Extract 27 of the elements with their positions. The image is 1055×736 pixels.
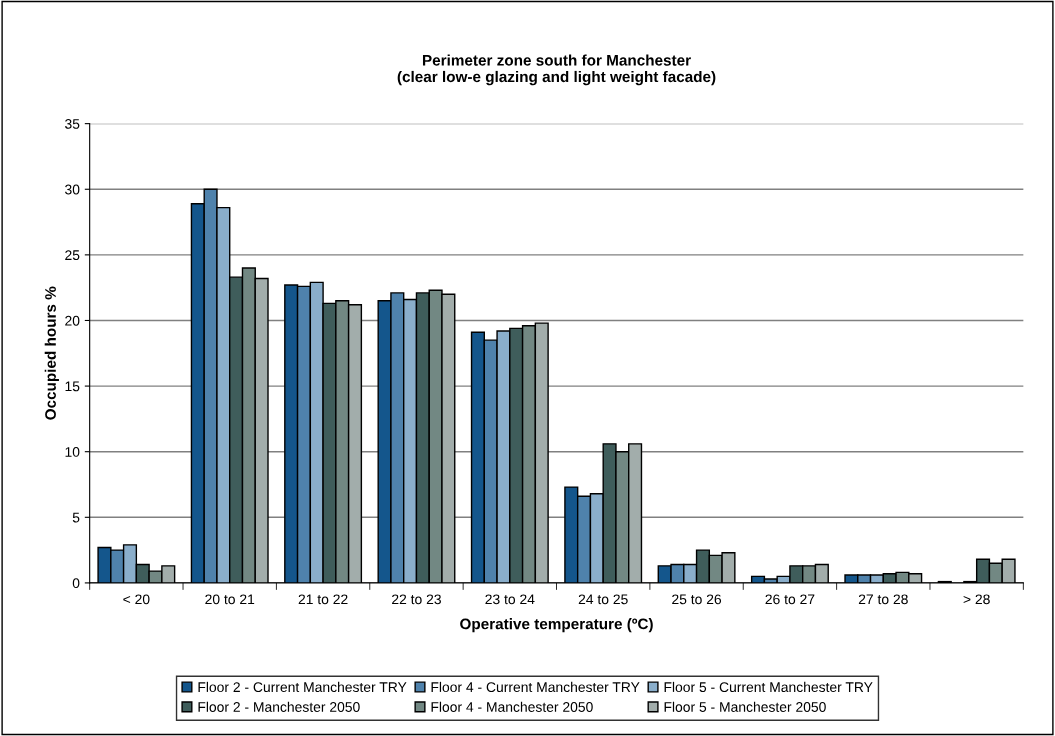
x-tick-label: > 28 xyxy=(963,594,990,605)
x-tick-label: 21 to 22 xyxy=(298,594,348,605)
x-tick-label: 22 to 23 xyxy=(392,594,441,605)
legend-label: Floor 5 - Current Manchester TRY xyxy=(664,681,873,693)
chart-title: Perimeter zone south for Manchester (clear low-e glazing and light weight facade) xyxy=(397,54,716,86)
y-tick-label: 10 xyxy=(65,447,80,457)
x-tick-label: 20 to 21 xyxy=(205,594,255,605)
x-axis-title: Operative temperature (ºC) xyxy=(460,618,653,633)
x-tick-label: 23 to 24 xyxy=(485,594,535,605)
y-tick-label: 25 xyxy=(65,250,80,261)
y-tick-label: 35 xyxy=(65,118,80,129)
legend-label: Floor 2 - Manchester 2050 xyxy=(198,701,360,712)
legend-label: Floor 2 - Current Manchester TRY xyxy=(198,681,407,693)
y-tick-label: 30 xyxy=(65,184,80,195)
x-tick-label: 26 to 27 xyxy=(765,594,815,605)
y-tick-label: 15 xyxy=(65,381,80,392)
legend-label: Floor 4 - Manchester 2050 xyxy=(431,701,593,712)
legend-label: Floor 4 - Current Manchester TRY xyxy=(431,681,640,693)
x-tick-label: 27 to 28 xyxy=(858,594,908,605)
y-axis-title: Occupied hours % xyxy=(44,286,59,420)
legend-label: Floor 5 - Manchester 2050 xyxy=(664,701,826,712)
y-tick-label: 5 xyxy=(72,512,80,523)
x-tick-label: < 20 xyxy=(123,594,150,605)
y-tick-label: 0 xyxy=(72,578,80,589)
x-tick-label: 25 to 26 xyxy=(672,594,722,605)
y-tick-label: 20 xyxy=(65,315,80,326)
x-tick-label: 24 to 25 xyxy=(578,594,628,605)
